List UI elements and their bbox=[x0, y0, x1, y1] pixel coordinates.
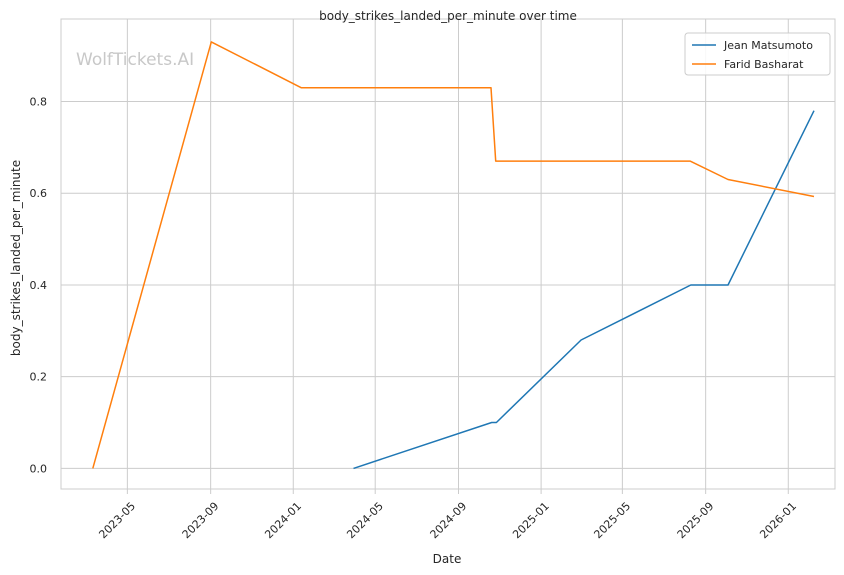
y-tick-label: 0.2 bbox=[30, 371, 48, 384]
series-lines bbox=[92, 41, 815, 470]
grid-lines bbox=[61, 19, 835, 494]
plot-area-frame bbox=[60, 18, 836, 490]
series-line-farid-basharat bbox=[92, 41, 815, 469]
chart-title: body_strikes_landed_per_minute over time bbox=[319, 9, 577, 23]
y-axis-label: body_strikes_landed_per_minute bbox=[9, 160, 23, 356]
legend-box bbox=[684, 32, 831, 76]
legend-label-jean-matsumoto: Jean Matsumoto bbox=[723, 39, 813, 52]
legend-label-farid-basharat: Farid Basharat bbox=[724, 58, 804, 71]
y-tick-label: 0.0 bbox=[30, 462, 48, 475]
y-tick-label: 0.4 bbox=[30, 279, 48, 292]
watermark: WolfTickets.AI bbox=[76, 50, 194, 70]
y-tick-label: 0.6 bbox=[30, 187, 48, 200]
series-line-jean-matsumoto bbox=[353, 110, 815, 470]
y-tick-label: 0.8 bbox=[30, 96, 48, 109]
x-axis-label: Date bbox=[433, 552, 462, 566]
legend: Jean Matsumoto Farid Basharat bbox=[684, 32, 831, 76]
